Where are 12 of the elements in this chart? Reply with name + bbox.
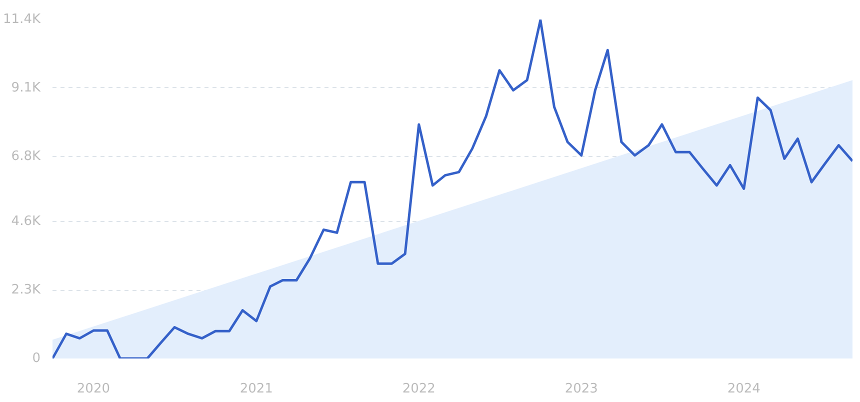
y-tick-label: 0 — [32, 351, 41, 366]
x-tick-label: 2023 — [564, 382, 598, 396]
line-series — [52, 20, 852, 358]
x-tick-label: 2021 — [240, 382, 273, 396]
y-tick-label: 9.1K — [11, 80, 41, 96]
y-tick-label: 11.4K — [3, 12, 41, 27]
x-tick-label: 2024 — [727, 382, 760, 396]
y-tick-label: 2.3K — [11, 282, 41, 298]
y-tick-label: 4.6K — [11, 214, 41, 230]
x-tick-label: 2022 — [402, 382, 436, 396]
y-tick-label: 6.8K — [11, 148, 41, 164]
x-tick-label: 2020 — [76, 382, 110, 396]
